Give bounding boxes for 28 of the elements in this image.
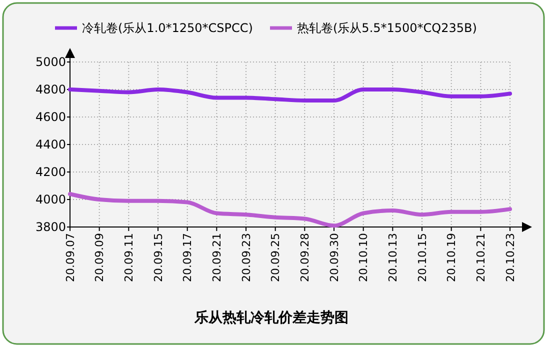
legend-label: 冷轧卷(乐从1.0*1250*CSPCC) (82, 21, 253, 36)
text: 乐从热轧冷轧价差走势图 (194, 309, 348, 326)
y-tick-label: 5000 (35, 55, 66, 70)
x-tick-label: 20.10.21 (474, 233, 488, 282)
legend-label: 热轧卷(乐从5.5*1500*CQ235B) (297, 21, 477, 36)
x-tick-label: 20.10.10 (357, 233, 370, 282)
line-series (68, 88, 512, 102)
x-tick-label: 20.10.19 (445, 233, 458, 282)
x-tick-label: 20.10.23 (504, 233, 517, 282)
line-series (68, 192, 512, 228)
x-tick-label: 20.09.21 (210, 233, 224, 282)
x-tick-label: 20.09.30 (328, 233, 341, 282)
x-tick-label: 20.09.28 (298, 233, 312, 282)
x-tick-label: 20.09.09 (93, 233, 106, 282)
y-tick-label: 4200 (35, 165, 66, 180)
y-tick-label: 4600 (35, 110, 66, 124)
x-tick-label: 20.10.15 (416, 233, 429, 282)
x-tick-label: 20.09.15 (152, 233, 165, 282)
x-tick-label: 20.10.13 (386, 233, 400, 282)
y-tick-label: 3800 (35, 220, 66, 234)
x-tick-label: 20.09.17 (181, 233, 194, 282)
x-tick-label: 20.09.23 (240, 233, 253, 282)
y-tick-label: 4000 (35, 192, 66, 207)
y-tick-label: 4800 (35, 82, 66, 97)
x-tick-label: 20.09.11 (122, 233, 136, 282)
y-tick-label: 4400 (35, 138, 66, 152)
x-tick-label: 20.09.25 (269, 233, 282, 282)
x-tick-label: 20.09.07 (64, 233, 77, 282)
